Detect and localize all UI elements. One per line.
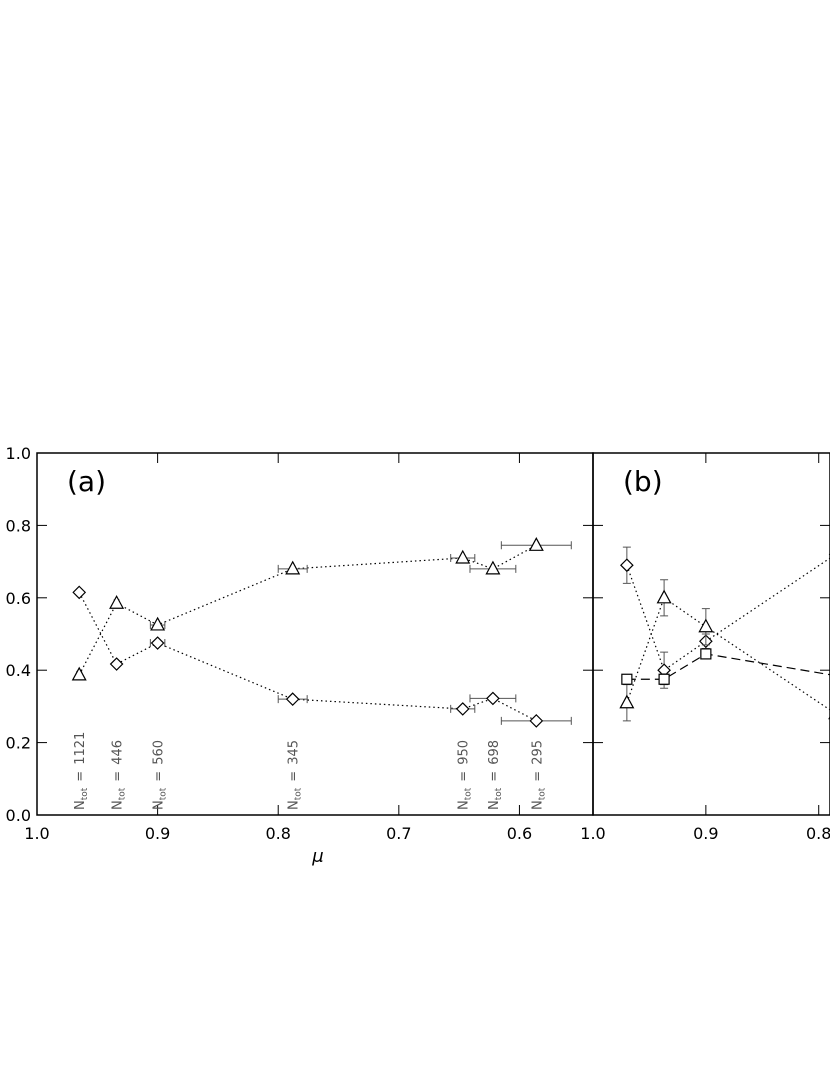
x-tick-label: 0.6 (507, 824, 532, 843)
series-line (78, 544, 537, 676)
n-value: 950 (457, 740, 472, 765)
marker-diamond (455, 702, 470, 716)
x-tick-label: 0.8 (265, 824, 290, 843)
n-tot-label: Ntot = 698 (487, 740, 504, 810)
n-subscript: tot (159, 787, 169, 800)
n-value: 446 (111, 740, 126, 765)
y-tick-label: 0.2 (6, 734, 31, 753)
x-tick-label: 0.7 (386, 824, 411, 843)
marker-diamond (529, 714, 544, 728)
x-tick-label: 1.0 (580, 824, 605, 843)
marker-triangle (150, 616, 166, 631)
n-value: 1121 (73, 732, 88, 765)
n-symbol: N (530, 800, 545, 810)
marker-diamond (620, 558, 634, 573)
y-tick-label: 0.4 (6, 661, 31, 680)
y-tick-label: 1.0 (6, 444, 31, 463)
series-line (78, 592, 537, 722)
x-tick-label: 0.8 (806, 824, 830, 843)
n-equals: = (530, 771, 545, 782)
marker-square (658, 673, 670, 685)
x-tick-label: 1.0 (24, 824, 49, 843)
marker-triangle (619, 694, 635, 709)
n-tot-label: Ntot = 1121 (73, 732, 90, 810)
x-tick-label: 0.9 (145, 824, 170, 843)
n-equals: = (111, 771, 126, 782)
marker-triangle (656, 589, 672, 604)
plot-area (619, 546, 830, 722)
n-symbol: N (487, 800, 502, 810)
n-subscript: tot (80, 787, 90, 800)
marker-diamond (285, 692, 300, 707)
n-subscript: tot (294, 787, 304, 800)
series-line (626, 596, 830, 711)
marker-triangle (528, 537, 544, 551)
panel-label: (b) (623, 465, 663, 498)
n-symbol: N (152, 800, 167, 810)
n-equals: = (457, 771, 472, 782)
n-symbol: N (111, 800, 126, 810)
marker-triangle (71, 666, 87, 681)
y-tick-label: 0.0 (6, 806, 31, 825)
n-subscript: tot (464, 787, 474, 800)
n-tot-label: Ntot = 446 (111, 740, 128, 810)
n-symbol: N (457, 800, 472, 810)
y-tick-label: 0.6 (6, 589, 31, 608)
series-line (626, 557, 830, 672)
n-subscript: tot (118, 787, 128, 800)
n-equals: = (287, 771, 302, 782)
plot-frame (592, 452, 830, 816)
x-axis-label: μ (311, 846, 323, 867)
n-tot-label: Ntot = 950 (457, 740, 474, 810)
n-symbol: N (73, 800, 88, 810)
marker-diamond (150, 636, 165, 650)
n-tot-label: Ntot = 345 (287, 740, 304, 810)
marker-triangle (698, 618, 714, 633)
n-subscript: tot (537, 787, 547, 800)
n-subscript: tot (494, 787, 504, 800)
marker-diamond (109, 657, 124, 671)
marker-triangle (109, 594, 125, 609)
marker-triangle (455, 549, 471, 564)
n-value: 295 (530, 740, 545, 765)
n-value: 698 (487, 740, 502, 765)
marker-triangle (285, 560, 301, 575)
marker-diamond (72, 585, 87, 600)
n-tot-label: Ntot = 295 (530, 740, 547, 810)
marker-triangle (485, 560, 501, 575)
marker-square (700, 648, 712, 660)
n-equals: = (487, 771, 502, 782)
marker-diamond (486, 691, 500, 706)
marker-square (621, 673, 633, 685)
n-equals: = (73, 771, 88, 782)
n-value: 560 (152, 740, 167, 765)
panel-label: (a) (67, 465, 106, 498)
n-tot-label: Ntot = 560 (152, 740, 169, 810)
n-value: 345 (287, 740, 302, 765)
n-symbol: N (287, 800, 302, 810)
series-line (626, 653, 830, 680)
y-tick-label: 0.8 (6, 516, 31, 535)
plot-area (71, 537, 572, 728)
x-tick-label: 0.9 (693, 824, 718, 843)
n-equals: = (152, 771, 167, 782)
